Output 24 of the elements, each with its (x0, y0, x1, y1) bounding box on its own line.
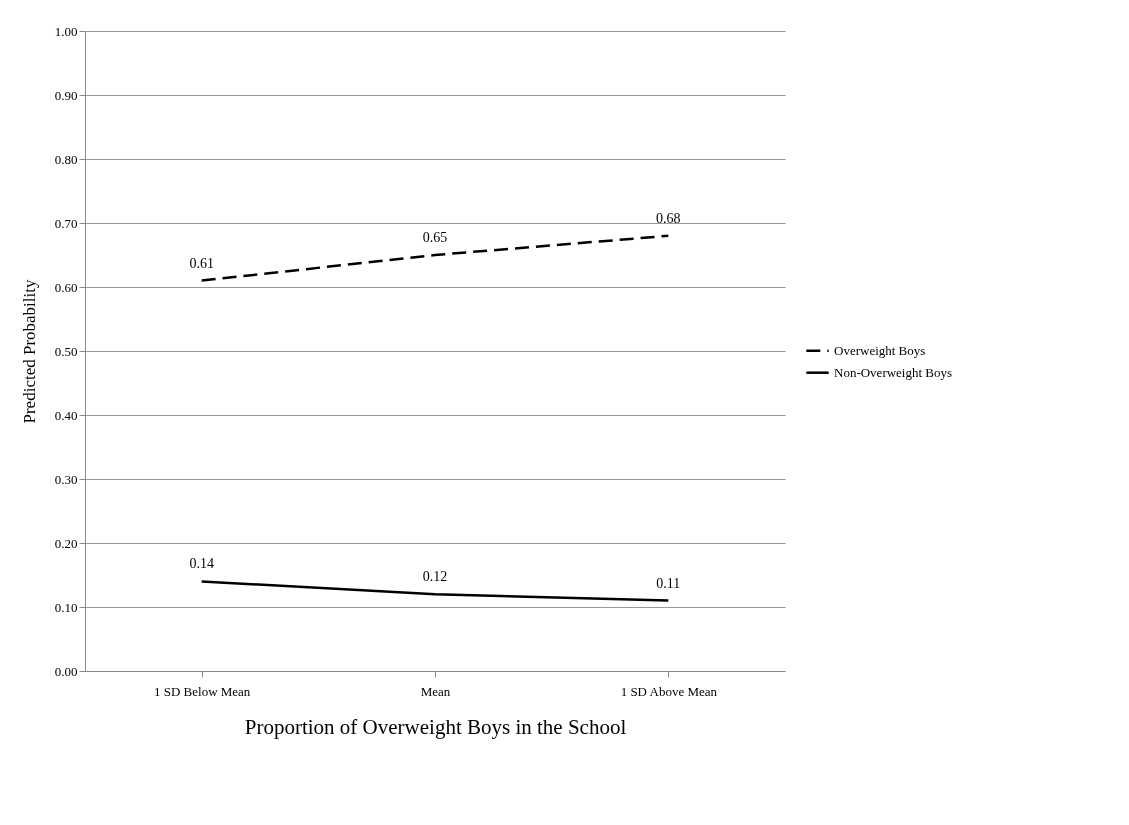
data-label: 0.14 (189, 556, 214, 572)
legend-label: Overweight Boys (834, 342, 926, 358)
data-label: 0.65 (422, 230, 448, 245)
y-tick-label: 0.30 (54, 471, 78, 487)
y-tick-label: 0.40 (54, 407, 78, 423)
data-label: 0.12 (422, 569, 448, 585)
y-tick-label: 0.80 (54, 151, 78, 167)
y-axis-title: Predicted Probability (19, 279, 39, 424)
x-tick-label: 1 SD Above Mean (620, 683, 718, 699)
x-tick-label: Mean (420, 683, 451, 699)
y-tick-label: 0.50 (54, 343, 78, 359)
y-tick-label: 1.00 (54, 23, 78, 39)
data-label: 0.68 (656, 210, 681, 226)
y-tick-label: 0.60 (54, 279, 78, 295)
y-tick-label: 0.00 (54, 663, 78, 679)
y-tick-label: 0.20 (54, 535, 78, 551)
data-label: 0.61 (189, 255, 214, 271)
x-axis-title: Proportion of Overweight Boys in the School (244, 714, 627, 739)
x-tick-label: 1 SD Below Mean (153, 683, 251, 699)
legend-label: Non-Overweight Boys (834, 364, 953, 380)
y-tick-label: 0.90 (54, 87, 78, 103)
y-tick-label: 0.10 (54, 599, 78, 615)
y-tick-label: 0.70 (54, 215, 78, 231)
data-label: 0.11 (656, 575, 681, 591)
